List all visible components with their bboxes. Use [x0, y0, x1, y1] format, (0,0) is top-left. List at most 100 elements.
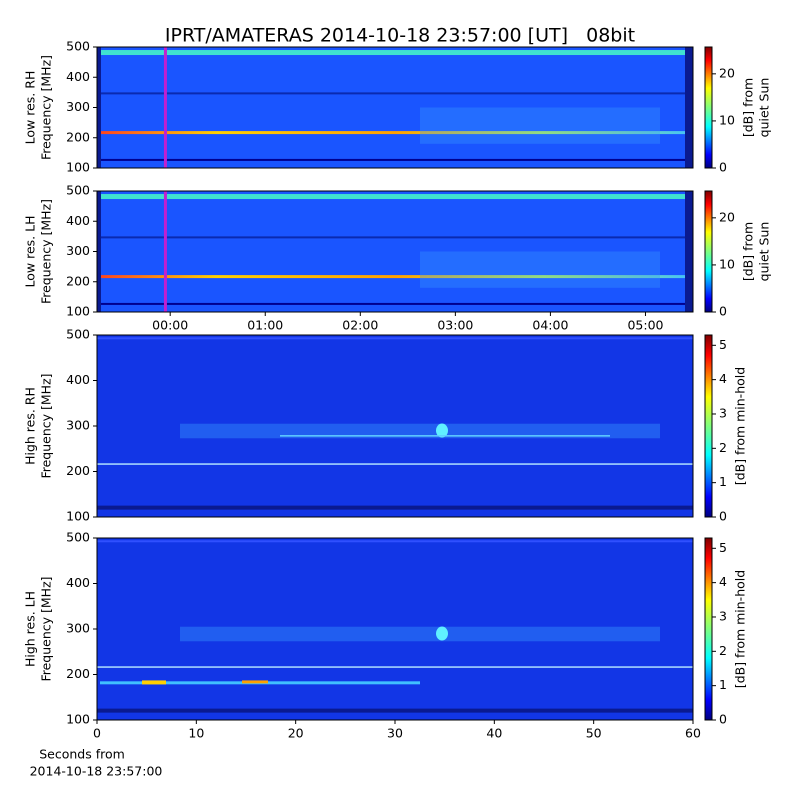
- x-axis-label: Seconds from: [39, 747, 125, 762]
- spectrogram-band: [97, 708, 693, 713]
- x-tick-label: 60: [685, 726, 701, 741]
- x-tick-label: 0: [93, 726, 101, 741]
- x-tick-label: 05:00: [627, 318, 663, 333]
- colorbar-tick-label: 10: [719, 112, 735, 127]
- spectrogram-patch: [180, 626, 660, 642]
- colorbar-tick-label: 0: [719, 712, 727, 727]
- y-tick-label: 500: [66, 327, 90, 342]
- y-tick-label: 400: [66, 575, 90, 590]
- spectrogram-band: [97, 540, 693, 543]
- x-tick-label: 50: [586, 726, 602, 741]
- spectrogram-patch: [180, 423, 660, 439]
- spectrogram-band: [97, 302, 693, 305]
- spectrogram-band: [97, 275, 693, 279]
- spectrogram-band: [97, 131, 693, 135]
- y-axis-label: Low res. LH: [23, 216, 38, 288]
- colorbar-tick-label: 3: [719, 608, 727, 623]
- spectrogram-band: [280, 435, 610, 437]
- spectrogram-edge: [97, 47, 101, 168]
- y-tick-label: 500: [66, 183, 90, 198]
- colorbar-tick-label: 20: [719, 209, 735, 224]
- x-tick-label: 01:00: [247, 318, 283, 333]
- y-tick-label: 100: [66, 712, 90, 727]
- colorbar: [704, 190, 713, 313]
- colorbar-tick-label: 3: [719, 405, 727, 420]
- spectrogram-band: [97, 463, 693, 465]
- y-axis-label: Frequency [MHz]: [39, 576, 54, 681]
- y-tick-label: 200: [66, 666, 90, 681]
- spectrogram-band: [97, 92, 693, 95]
- spectrogram: [97, 538, 693, 720]
- colorbar-tick-label: 1: [719, 474, 727, 489]
- colorbar-tick-label: 5: [719, 540, 727, 555]
- x-tick-label: 20: [288, 726, 304, 741]
- spectrogram-band: [97, 194, 693, 200]
- x-tick-label: 10: [188, 726, 204, 741]
- y-tick-label: 200: [66, 129, 90, 144]
- spectrogram-band: [97, 158, 693, 161]
- spectrogram-band: [97, 337, 693, 340]
- spectrogram: [97, 47, 693, 168]
- spectrogram-band: [97, 666, 693, 668]
- colorbar: [704, 334, 713, 518]
- colorbar-tick-label: 2: [719, 643, 727, 658]
- x-tick-label: 00:00: [152, 318, 188, 333]
- y-axis-label: Low res. RH: [23, 71, 38, 145]
- colorbar-label: quiet Sun: [757, 222, 772, 282]
- colorbar: [704, 46, 713, 169]
- colorbar-label: quiet Sun: [757, 78, 772, 138]
- spectrogram-burst: [142, 680, 166, 685]
- y-tick-label: 300: [66, 99, 90, 114]
- y-tick-label: 400: [66, 213, 90, 228]
- spectrogram-edge: [685, 47, 693, 168]
- colorbar-label: [dB] from: [741, 78, 756, 137]
- colorbar-tick-label: 10: [719, 256, 735, 271]
- x-tick-label: 30: [387, 726, 403, 741]
- colorbar-tick-label: 0: [719, 304, 727, 319]
- y-tick-label: 300: [66, 418, 90, 433]
- spectrogram: [97, 191, 693, 312]
- y-tick-label: 300: [66, 621, 90, 636]
- spectrogram: [97, 335, 693, 517]
- spectrogram-patch: [420, 107, 660, 144]
- spectrogram-band: [97, 236, 693, 239]
- y-tick-label: 400: [66, 69, 90, 84]
- x-tick-label: 40: [486, 726, 502, 741]
- colorbar-tick-label: 2: [719, 440, 727, 455]
- y-axis-label: High res. LH: [23, 591, 38, 667]
- y-tick-label: 500: [66, 39, 90, 54]
- y-tick-label: 100: [66, 509, 90, 524]
- spectrogram-patch: [420, 251, 660, 288]
- spectrogram-burst: [436, 423, 448, 438]
- x-axis-label: 2014-10-18 23:57:00: [30, 764, 163, 779]
- y-axis-label: High res. RH: [23, 387, 38, 465]
- colorbar-label: [dB] from min-hold: [733, 367, 748, 485]
- y-tick-label: 400: [66, 372, 90, 387]
- spectrogram-burst: [242, 680, 268, 684]
- y-tick-label: 300: [66, 243, 90, 258]
- y-axis-label: Frequency [MHz]: [39, 373, 54, 478]
- colorbar-label: [dB] from: [741, 222, 756, 281]
- y-tick-label: 100: [66, 160, 90, 175]
- y-tick-label: 100: [66, 304, 90, 319]
- y-tick-label: 200: [66, 273, 90, 288]
- colorbar: [704, 537, 713, 721]
- colorbar-tick-label: 4: [719, 371, 727, 386]
- y-tick-label: 500: [66, 530, 90, 545]
- x-tick-label: 02:00: [342, 318, 378, 333]
- spectrogram-burst: [436, 626, 448, 641]
- spectrogram-edge: [685, 191, 693, 312]
- x-tick-label: 04:00: [532, 318, 568, 333]
- colorbar-label: [dB] from min-hold: [733, 570, 748, 688]
- y-tick-label: 200: [66, 463, 90, 478]
- colorbar-tick-label: 4: [719, 574, 727, 589]
- spectrogram-band: [97, 50, 693, 56]
- colorbar-tick-label: 5: [719, 337, 727, 352]
- colorbar-tick-label: 0: [719, 509, 727, 524]
- spectrogram-edge: [97, 191, 101, 312]
- y-axis-label: Frequency [MHz]: [39, 199, 54, 304]
- colorbar-tick-label: 20: [719, 65, 735, 80]
- spectrogram-band: [97, 505, 693, 510]
- chart-title: IPRT/AMATERAS 2014-10-18 23:57:00 [UT] 0…: [165, 25, 635, 47]
